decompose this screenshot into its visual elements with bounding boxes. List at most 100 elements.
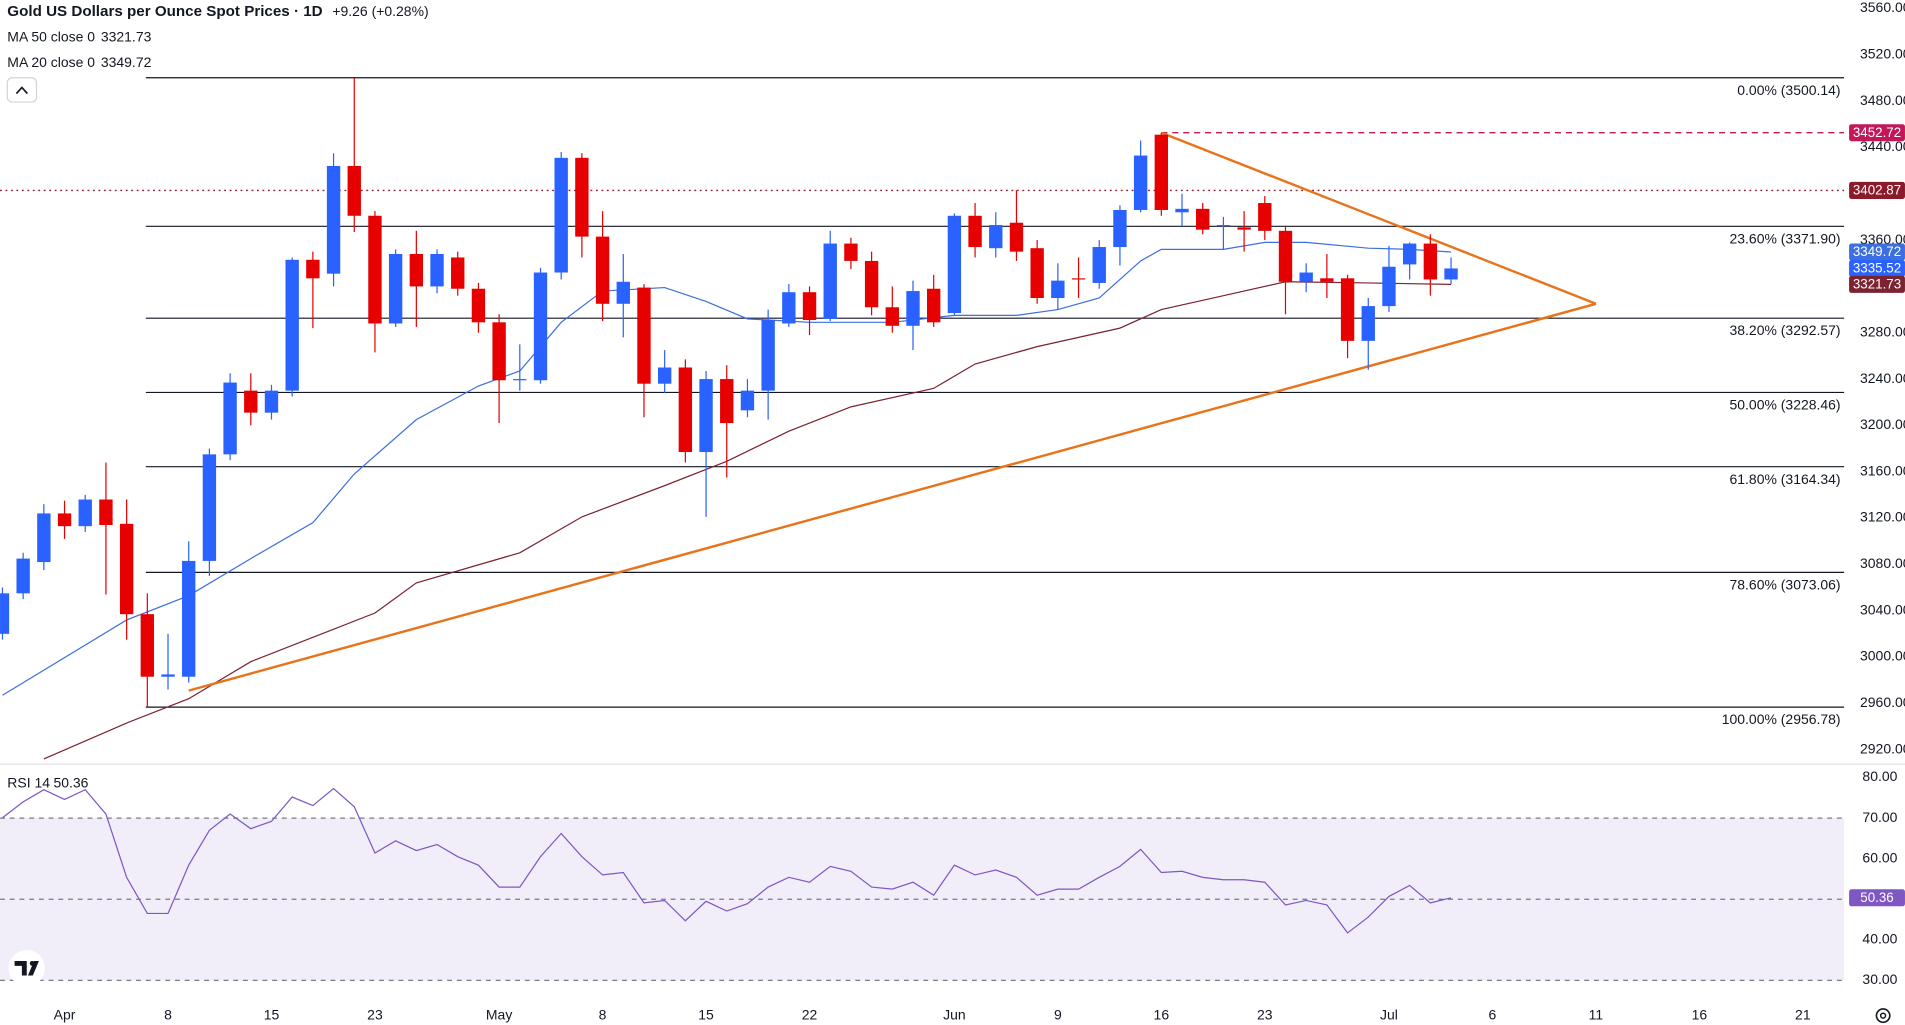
fib-label: 100.00% (2956.78) [1722,711,1841,727]
rsi-line [2,787,1452,934]
settings-icon[interactable] [1875,1008,1891,1024]
candle-body [1196,208,1210,230]
x-tick-label: 8 [599,1006,607,1022]
price-tag-label: 3349.72 [1853,244,1901,259]
candle-body [1402,243,1417,265]
y-tick-label: 3440.00 [1860,138,1905,154]
y-tick-label: 2960.00 [1860,694,1905,710]
candle-body [16,558,30,594]
trendline [188,302,1597,692]
candle-body [740,390,755,411]
candle-body [575,157,589,237]
y-tick-label: 3200.00 [1860,416,1905,432]
candle-body [1009,222,1024,252]
candle-body [1113,209,1127,248]
ma-value: 3321.73 [101,28,152,44]
x-tick-label: Jun [943,1006,966,1022]
x-tick-label: 16 [1154,1006,1170,1022]
ma-label: MA 20 close 0 [7,54,95,70]
candle-body [244,390,258,413]
candle-body [1382,266,1396,307]
candle-body [802,292,817,321]
y-tick-label: 3560.00 [1860,0,1905,15]
candle-body [678,367,693,453]
candle-body [223,382,237,455]
candle-body [595,236,610,304]
candle-body [182,560,196,677]
trendline [1160,131,1597,305]
y-tick-label: 3120.00 [1860,509,1905,525]
x-tick-label: Apr [54,1006,76,1022]
candle-body [368,215,382,324]
candle-body [1361,306,1375,341]
candle-body [1133,155,1148,210]
fib-label: 78.60% (3073.06) [1730,576,1841,592]
logo-dot [29,960,35,966]
x-tick-label: 23 [1257,1006,1273,1022]
y-tick-label: 3280.00 [1860,323,1905,339]
candle-body [947,215,962,314]
y-tick-label: 3520.00 [1860,45,1905,61]
price-tag-label: 3335.52 [1853,261,1901,276]
candle-body [989,225,1003,249]
candle-body [471,288,486,323]
logo-circle [8,950,45,987]
logo[interactable] [8,950,45,987]
candle-body [161,674,175,677]
x-tick-label: 23 [367,1006,383,1022]
rsi-value: 50.36 [53,774,88,790]
candle-body [782,292,796,324]
y-tick-label: 3480.00 [1860,92,1905,108]
price-tag [1849,243,1905,261]
candle-body [0,593,10,634]
collapse-button[interactable] [6,77,38,103]
y-tick-label: 3040.00 [1860,601,1905,617]
candle-body [1175,208,1189,213]
candle-body [326,165,341,274]
settings-button[interactable] [1875,1008,1891,1024]
candle-body [1030,248,1044,298]
rsi-tick-label: 60.00 [1862,849,1897,865]
candle-body [1258,203,1272,231]
candle-body [492,322,506,381]
candle-body [616,281,630,304]
price-tag-label: 3321.73 [1853,277,1901,292]
x-tick-label: 15 [264,1006,280,1022]
collapse-icon [15,86,28,95]
candle-body [1071,278,1086,280]
price-tag [1849,889,1905,907]
candle-body [1278,230,1293,282]
candle-body [57,513,72,527]
candle-body [285,259,299,391]
candle-body [968,215,982,248]
collapse-button-box[interactable] [6,77,38,103]
rsi-tick-label: 40.00 [1862,931,1897,947]
x-tick-label: 11 [1589,1006,1604,1022]
candle-body [906,291,920,326]
moving-average [43,281,1452,760]
candle-body [1320,278,1334,282]
candle-body [306,259,320,279]
candle-body [637,287,651,384]
candle-body [202,454,217,561]
candle-body [1340,278,1355,341]
fib-label: 38.20% (3292.57) [1730,322,1841,338]
y-tick-label: 3240.00 [1860,370,1905,386]
price-change: +9.26 (+0.28%) [332,3,428,19]
price-tag-label: 3452.72 [1853,125,1901,140]
x-tick-label: 22 [802,1006,818,1022]
rsi-tick-label: 70.00 [1862,809,1897,825]
candle-body [864,260,879,308]
y-tick-label: 3000.00 [1860,648,1905,664]
candle-body [554,157,568,273]
candle-body [119,523,134,615]
ma-label: MA 50 close 0 [7,28,95,44]
x-tick-label: 9 [1054,1006,1062,1022]
price-tag [1849,259,1905,277]
legend: Gold US Dollars per Ounce Spot Prices · … [7,3,428,790]
y-tick-label: 2920.00 [1860,740,1905,756]
